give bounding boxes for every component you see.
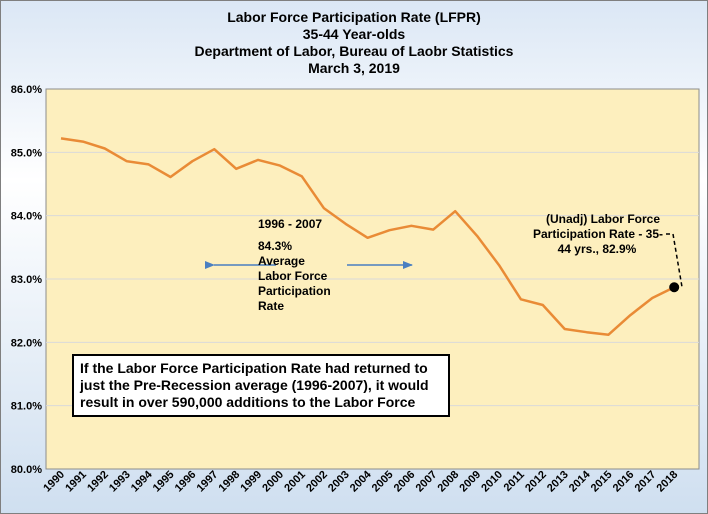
title-line-4: March 3, 2019 <box>308 60 400 76</box>
x-tick-label: 2005 <box>370 469 396 495</box>
x-tick-label: 2014 <box>567 468 593 494</box>
endpoint-annotation-line-3: 44 yrs., 82.9% <box>558 242 637 256</box>
title-line-3: Department of Labor, Bureau of Laobr Sta… <box>195 43 514 59</box>
x-tick-label: 1998 <box>217 469 243 495</box>
x-tick-label: 2003 <box>326 469 352 495</box>
y-tick-label: 81.0% <box>11 401 42 413</box>
x-tick-label: 2008 <box>436 469 462 495</box>
x-tick-label: 1996 <box>173 469 199 495</box>
period-annotation-line-5: Participation <box>258 284 331 298</box>
y-tick-label: 84.0% <box>11 211 42 223</box>
endpoint-leader-line <box>666 233 683 288</box>
title-line-2: 35-44 Year-olds <box>303 26 406 42</box>
x-tick-label: 2001 <box>282 469 308 495</box>
y-tick-label: 82.0% <box>11 337 42 349</box>
chart-title: Labor Force Participation Rate (LFPR) 35… <box>195 9 514 76</box>
x-tick-label: 2018 <box>655 469 681 495</box>
x-tick-label: 2017 <box>633 469 659 495</box>
endpoint-annotation: (Unadj) Labor Force Participation Rate -… <box>533 212 663 256</box>
x-tick-label: 1991 <box>63 469 89 495</box>
lfpr-series-line <box>60 137 675 336</box>
period-annotation-line-3: Average <box>258 254 305 268</box>
x-tick-label: 2016 <box>611 469 637 495</box>
period-annotation-line-4: Labor Force <box>258 269 328 283</box>
latest-value-marker <box>669 282 680 293</box>
x-tick-label: 1990 <box>41 469 67 495</box>
period-annotation-line-6: Rate <box>258 299 284 313</box>
x-tick-label: 2002 <box>304 469 330 495</box>
x-tick-label: 1993 <box>107 469 133 495</box>
period-annotation-line-1: 1996 - 2007 <box>258 217 322 231</box>
x-axis-ticks: 1990199119921993199419951996199719981999… <box>41 468 680 494</box>
x-tick-label: 1997 <box>195 469 221 495</box>
x-tick-label: 2011 <box>502 469 527 494</box>
x-tick-label: 2013 <box>545 469 571 495</box>
note-box: If the Labor Force Participation Rate ha… <box>72 354 450 417</box>
y-tick-label: 83.0% <box>11 274 42 286</box>
x-tick-label: 2006 <box>392 469 418 495</box>
x-tick-label: 2004 <box>348 468 374 494</box>
x-tick-label: 1994 <box>129 468 155 494</box>
x-tick-label: 1999 <box>238 469 264 495</box>
y-tick-label: 85.0% <box>11 147 42 159</box>
x-tick-label: 1995 <box>151 469 177 495</box>
period-annotation-line-2: 84.3% <box>258 239 292 253</box>
y-axis-ticks: 80.0% 81.0% 82.0% 83.0% 84.0% 85.0% 86.0% <box>11 84 42 476</box>
x-tick-label: 2015 <box>589 469 615 495</box>
y-tick-label: 80.0% <box>11 464 42 476</box>
x-tick-label: 2007 <box>414 469 440 495</box>
x-tick-label: 2009 <box>457 469 483 495</box>
title-line-1: Labor Force Participation Rate (LFPR) <box>227 9 481 25</box>
period-annotation: 1996 - 2007 84.3% Average Labor Force Pa… <box>258 217 331 313</box>
x-tick-label: 2012 <box>523 469 549 495</box>
endpoint-annotation-line-2: Participation Rate - 35- <box>533 227 663 241</box>
x-tick-label: 2010 <box>479 469 505 495</box>
endpoint-annotation-line-1: (Unadj) Labor Force <box>546 212 660 226</box>
x-tick-label: 2000 <box>260 469 286 495</box>
x-tick-label: 1992 <box>85 469 111 495</box>
y-tick-label: 86.0% <box>11 84 42 96</box>
